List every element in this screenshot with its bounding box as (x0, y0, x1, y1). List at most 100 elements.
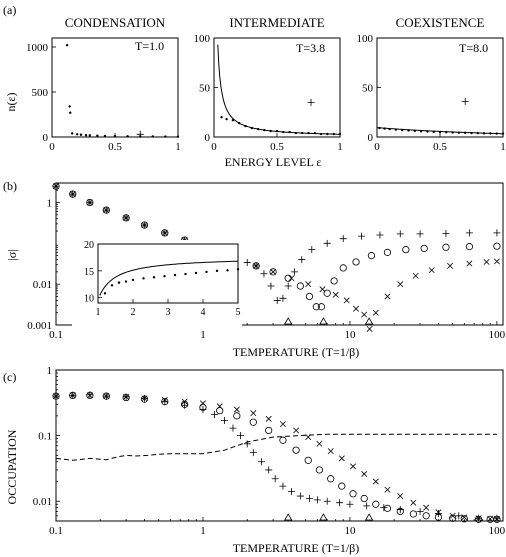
chart-c-point-cross (410, 499, 417, 506)
inset-xtick-label: 2 (131, 307, 136, 318)
chart-c-point-cross (199, 400, 206, 407)
inset-point-dot (152, 276, 156, 279)
chart-a1-point-dot (84, 134, 88, 137)
chart-b-point-cross (253, 262, 260, 269)
chart-a2-point-dot (263, 128, 266, 132)
chart-c-triangle-marker (364, 513, 374, 521)
chart-b-point-cross (161, 229, 168, 236)
chart-b-point-plus (260, 270, 268, 278)
inset-xtick-label: 4 (201, 307, 206, 318)
chart-a1-point-dot (126, 135, 129, 138)
inset-point-dot (142, 277, 145, 280)
chart-a3-series-plus (461, 97, 469, 105)
chart-a1-xtick-label: 0.5 (108, 141, 122, 153)
chart-a2-point-dot (313, 131, 316, 135)
chart-c-point-cross (141, 395, 148, 402)
chart-b-point-circle (367, 252, 376, 260)
inset-point-dot (117, 281, 121, 284)
inset-point-dot (103, 292, 107, 295)
chart-b-point-cross (493, 258, 500, 265)
chart-a1-point-dot (76, 133, 79, 136)
chart-a2-point-dot (275, 129, 279, 133)
chart-b-point-circle (86, 198, 94, 207)
chart-c-ylabel: OCCUPATION (5, 429, 19, 504)
chart-b-point-circle (69, 190, 77, 198)
chart-a1-point-dot (176, 135, 180, 138)
chart-b-xtick-label: 1 (200, 329, 206, 341)
chart-a3-point-dot (426, 130, 429, 133)
chart-b-point-plus (339, 235, 347, 243)
chart-b-point-circle (352, 258, 360, 266)
chart-b-point-circle (284, 274, 292, 282)
chart-c-dashed-line (55, 433, 497, 461)
chart-b-point-circle (420, 244, 428, 253)
chart-a2-fit-curve (217, 44, 340, 135)
chart-a3-xtick-label: 0.5 (433, 141, 447, 153)
chart-c-point-plus (296, 492, 304, 500)
chart-c-point-plus (313, 496, 321, 504)
chart-c-point-cross (350, 463, 357, 470)
chart-c-point-plus (279, 482, 287, 490)
chart-a3-xtick-label: 0 (374, 141, 380, 153)
chart-a2-point-dot (319, 132, 323, 136)
chart-c-point-plus (229, 424, 237, 432)
chart-a3-point-dot (388, 127, 391, 131)
chart-b-point-cross (86, 199, 93, 206)
chart-b-frame (55, 182, 504, 326)
chart-b-point-circle (317, 303, 326, 311)
chart-c-ytick-label: 1 (47, 365, 53, 377)
chart-b-point-cross (466, 260, 473, 267)
chart-c-point-circle (279, 436, 287, 444)
inset-point-dot (215, 269, 219, 273)
chart-b-point-circle (383, 248, 392, 256)
chart-b-point-cross (270, 268, 277, 275)
chart-c-point-circle (292, 446, 300, 454)
chart-c-xtick-label: 10 (344, 525, 356, 537)
chart-c-point-plus (257, 458, 265, 466)
inset-ytick-label: 10 (84, 294, 94, 305)
chart-a3-point-dot (419, 130, 423, 133)
chart-c-point-plus (434, 510, 442, 518)
chart-a2-point-dot (231, 118, 235, 122)
chart-b-point-circle (465, 243, 474, 251)
inset-point-dot (184, 272, 187, 276)
chart-b-xlabel: TEMPERATURE (T=1/β) (233, 345, 360, 359)
chart-b-point-cross (428, 267, 435, 274)
chart-b-xtick-label: 10 (344, 329, 356, 341)
chart-b-point-cross (361, 311, 368, 318)
chart-c-point-circle (122, 393, 130, 402)
chart-b-point-cross (123, 214, 130, 221)
chart-b-triangle-marker (283, 317, 293, 325)
chart-a2-point-dot (282, 130, 285, 134)
chart-c-point-circle (372, 500, 380, 508)
chart-a2-point-dot (238, 121, 241, 125)
chart-c-point-plus (287, 488, 295, 496)
chart-b-point-cross (53, 183, 59, 190)
chart-b-point-circle (296, 282, 304, 290)
inset-xtick-label: 1 (96, 307, 101, 318)
chart-c-point-plus (380, 504, 388, 512)
chart-c-point-cross (86, 392, 93, 399)
chart-b-point-circle (161, 229, 169, 237)
chart-c-point-cross (233, 406, 240, 413)
chart-c-point-circle (86, 391, 94, 400)
chart-a3-point-dot (394, 128, 398, 131)
chart-c-point-plus (211, 410, 219, 418)
chart-c-ytick-label: 0.1 (38, 431, 52, 443)
inset-background (72, 240, 242, 327)
chart-a2-xtick-label: 0.5 (270, 141, 284, 153)
chart-c-point-circle (216, 407, 224, 415)
inset-point-dot (131, 278, 135, 282)
chart-a2-point-dot (269, 129, 272, 133)
chart-c-point-circle (474, 515, 483, 523)
chart-c-point-plus (220, 417, 228, 424)
chart-a2-title: INTERMEDIATE (229, 15, 324, 30)
chart-b-point-circle (493, 242, 501, 250)
chart-a2-point-dot (332, 132, 335, 136)
chart-b-point-plus (291, 268, 299, 276)
chart-a1-point-dot (151, 135, 154, 138)
chart-a3-point-dot (470, 131, 473, 135)
chart-c-series-dashed (55, 433, 497, 461)
chart-a1-point-dot (88, 134, 92, 137)
